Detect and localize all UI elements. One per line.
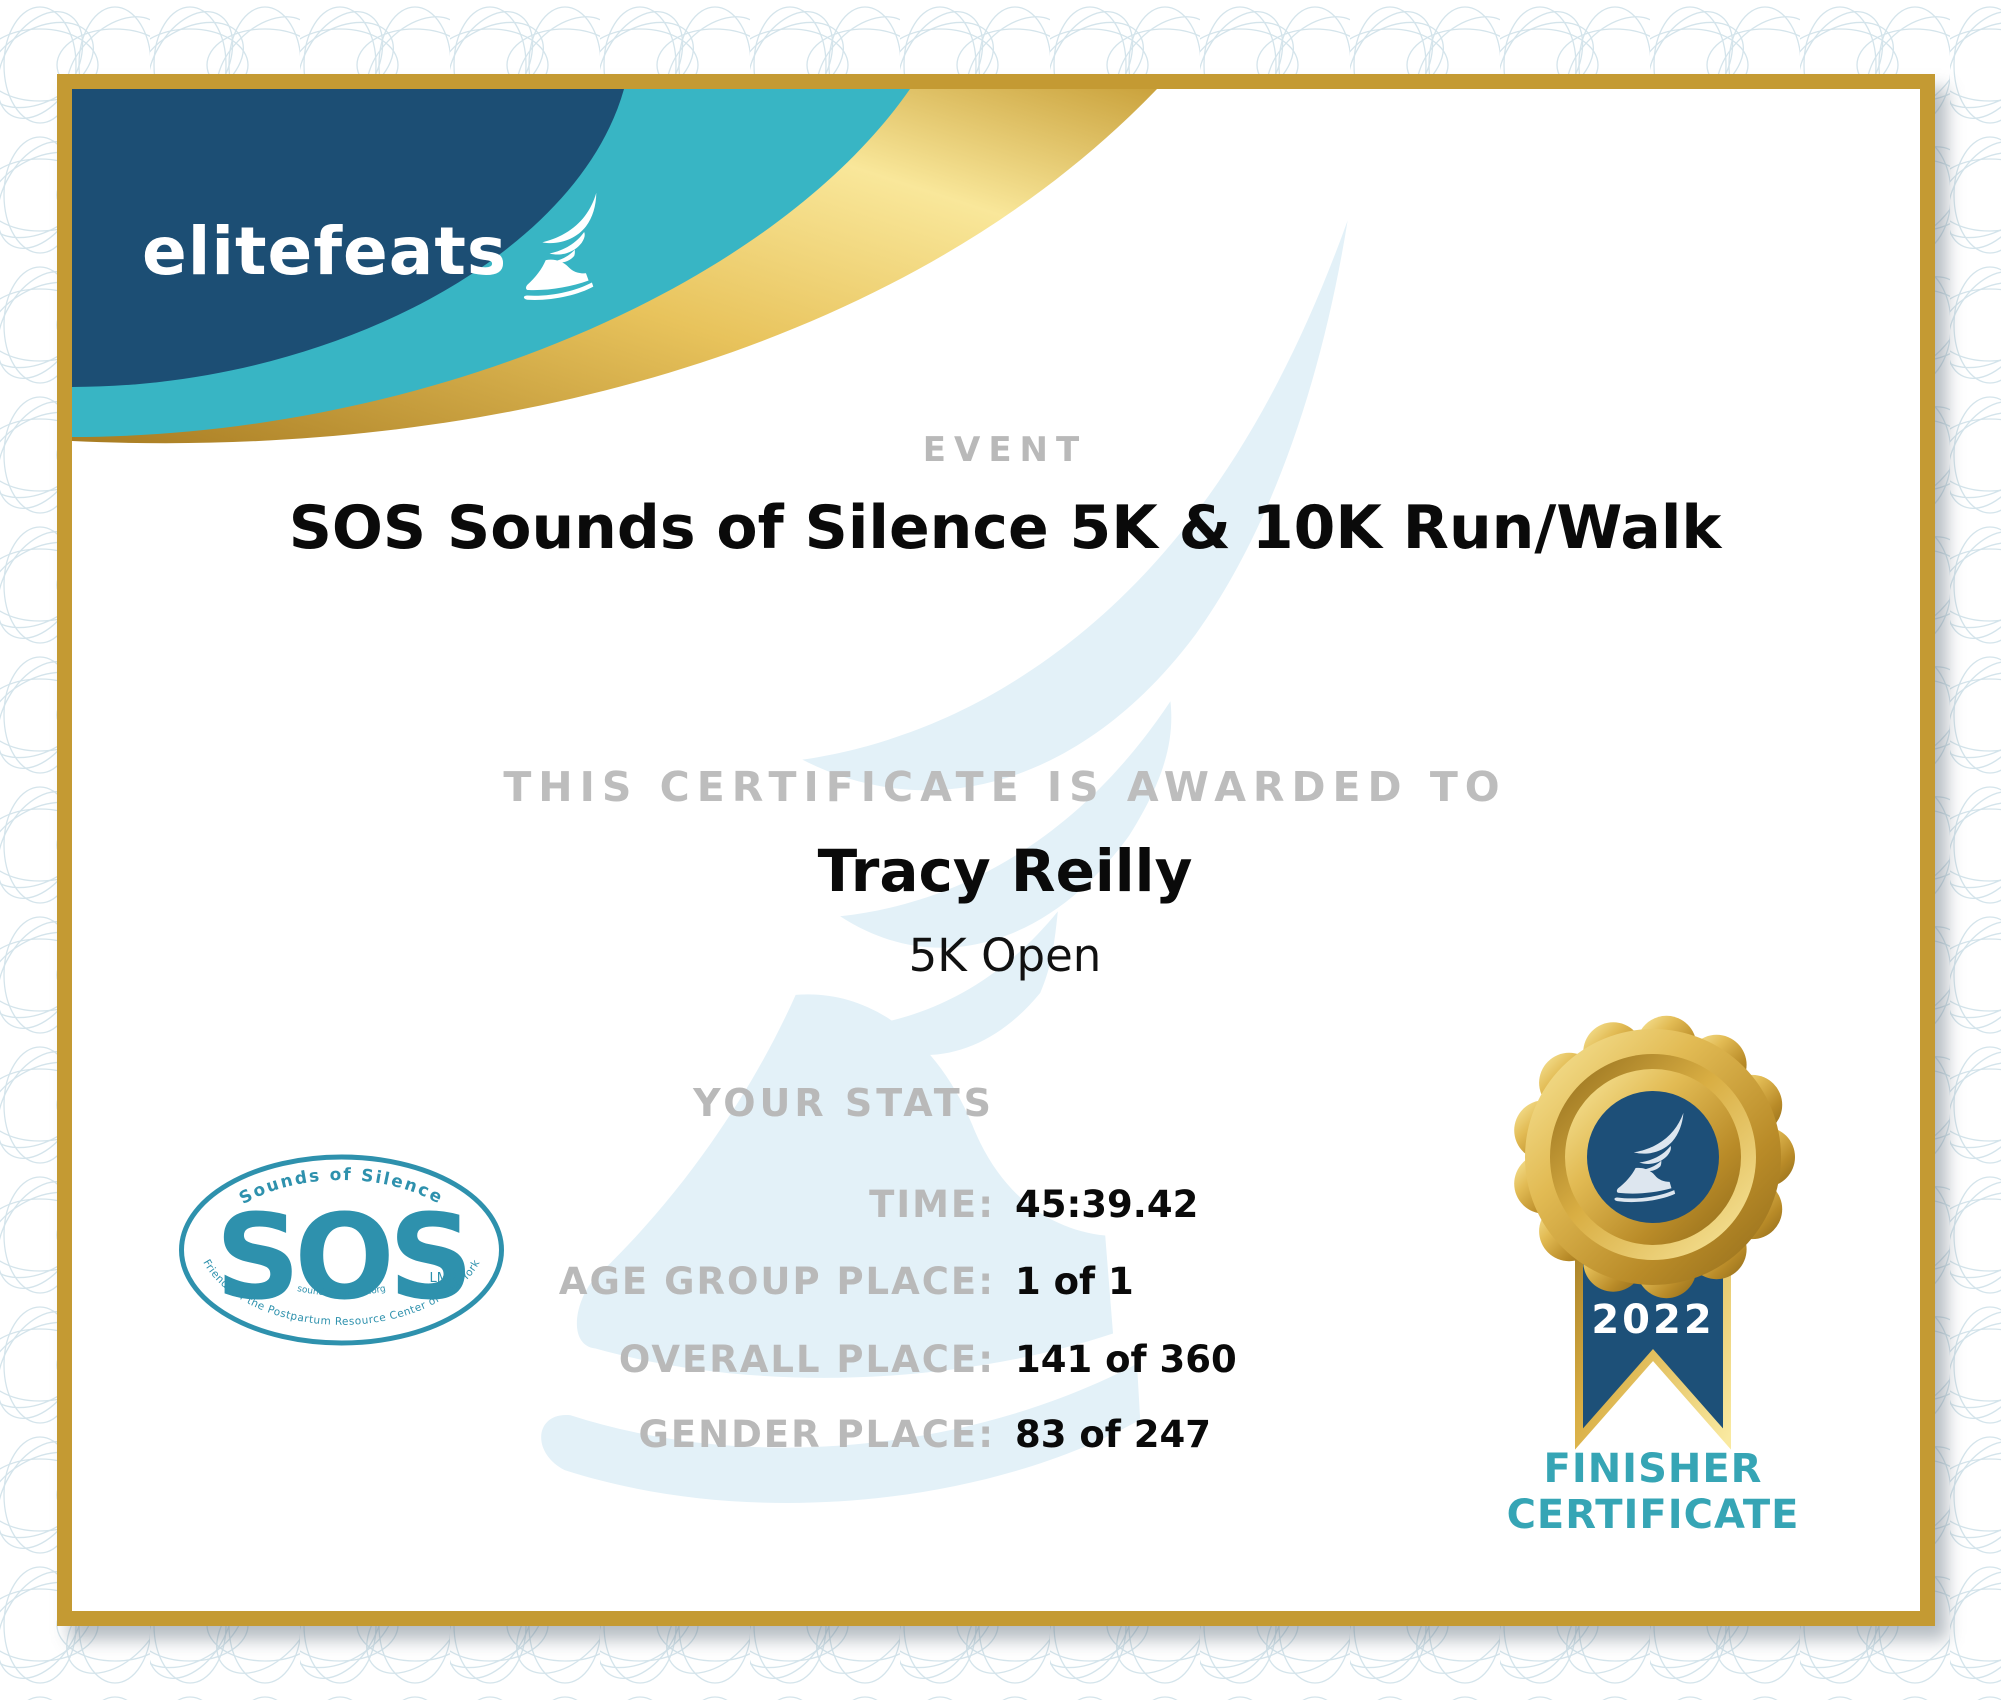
- brand-logo: elitefeats: [142, 192, 619, 302]
- medal-year: 2022: [1591, 1297, 1714, 1343]
- medal-center-disc: [1587, 1091, 1719, 1223]
- header-swoosh: [72, 89, 1157, 444]
- event-title: SOS Sounds of Silence 5K & 10K Run/Walk: [288, 493, 1722, 563]
- recipient-name: Tracy Reilly: [817, 837, 1193, 905]
- sos-sounds-of-silence-logo: Sounds of Silence SOS LMR Friends of the…: [179, 1154, 504, 1346]
- stat-row-overall-place: OVERALL PLACE: 141 of 360: [72, 1338, 1920, 1381]
- your-stats-label: YOUR STATS: [693, 1081, 995, 1125]
- stat-row-age-group-place: AGE GROUP PLACE: 1 of 1: [72, 1260, 1920, 1303]
- sos-oval-border: [179, 1154, 504, 1346]
- time-label: TIME:: [869, 1183, 995, 1226]
- gender-place-value: 83 of 247: [1015, 1413, 1212, 1456]
- certificate-frame: elitefeats EVENT SOS Sounds of Silence 5…: [57, 74, 1935, 1626]
- sos-lmr-text: LMR: [430, 1271, 458, 1286]
- time-value: 45:39.42: [1015, 1183, 1199, 1226]
- age-group-place-label: AGE GROUP PLACE:: [558, 1260, 995, 1303]
- race-division: 5K Open: [908, 929, 1102, 982]
- winged-foot-icon: [517, 192, 604, 302]
- finisher-certificate-caption: FINISHER CERTIFICATE: [1473, 1446, 1833, 1538]
- finisher-line2: CERTIFICATE: [1506, 1492, 1800, 1538]
- medal-rosette: [1514, 1015, 1795, 1299]
- finisher-medal: 2022: [1514, 1015, 1795, 1450]
- overall-place-value: 141 of 360: [1015, 1338, 1237, 1381]
- awarded-to-label: THIS CERTIFICATE IS AWARDED TO: [503, 763, 1507, 811]
- brand-logo-text: elitefeats: [142, 213, 508, 290]
- finisher-line1: FINISHER: [1543, 1446, 1763, 1492]
- stat-row-time: TIME: 45:39.42: [72, 1183, 1920, 1226]
- age-group-place-value: 1 of 1: [1015, 1260, 1134, 1303]
- event-label: EVENT: [922, 430, 1088, 470]
- stat-row-gender-place: GENDER PLACE: 83 of 247: [72, 1413, 1920, 1456]
- overall-place-label: OVERALL PLACE:: [618, 1338, 995, 1381]
- gender-place-label: GENDER PLACE:: [638, 1413, 995, 1456]
- sos-url-text: soundsofsilence.org: [296, 1284, 387, 1299]
- navy-swoosh-shape: [72, 89, 624, 387]
- sos-center-text: SOS: [215, 1188, 467, 1326]
